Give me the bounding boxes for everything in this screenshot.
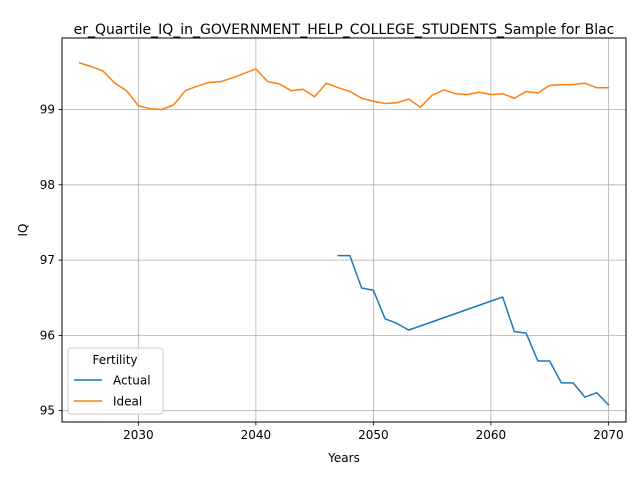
y-tick-label: 98 xyxy=(40,178,55,192)
series-lines xyxy=(78,61,610,406)
legend-label-ideal: Ideal xyxy=(113,395,142,409)
y-tick-label: 97 xyxy=(40,253,55,267)
x-tick-label: 2040 xyxy=(241,428,272,442)
legend-title: Fertility xyxy=(92,353,137,367)
x-tick-label: 2030 xyxy=(123,428,154,442)
x-tick-label: 2050 xyxy=(358,428,389,442)
y-tick-label: 96 xyxy=(40,328,55,342)
series-line-ideal xyxy=(78,61,610,111)
y-tick-label: 99 xyxy=(40,103,55,117)
x-tick-label: 2060 xyxy=(476,428,507,442)
legend-label-actual: Actual xyxy=(113,374,151,388)
y-axis-label: IQ xyxy=(16,224,30,237)
plot-frame xyxy=(61,37,627,423)
legend-box xyxy=(67,347,164,415)
x-axis-ticks: 2030 2040 2050 2060 2070 xyxy=(123,422,624,442)
y-tick-label: 95 xyxy=(40,404,55,418)
y-axis-ticks: 95 96 97 98 99 xyxy=(40,103,62,418)
x-tick-label: 2070 xyxy=(593,428,624,442)
x-axis-label: Years xyxy=(327,451,360,465)
chart-title: er_Quartile_IQ_in_GOVERNMENT_HELP_COLLEG… xyxy=(74,22,615,38)
series-line-actual xyxy=(337,254,610,406)
legend: Fertility Actual Ideal xyxy=(67,347,164,415)
